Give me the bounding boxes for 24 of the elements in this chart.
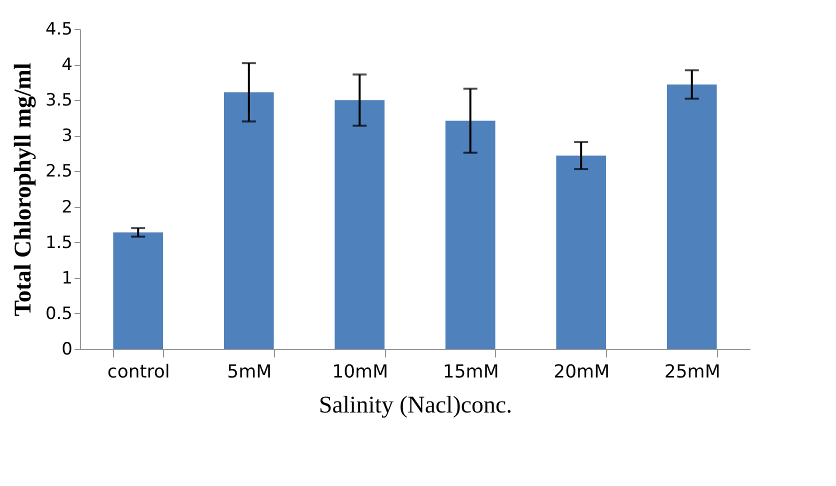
y-tick-label: 2.5 (45, 162, 72, 182)
y-tick-label: 3 (62, 126, 72, 146)
bar (113, 232, 164, 349)
y-tick-label: 1 (62, 268, 72, 288)
bar (445, 120, 496, 349)
bar (224, 92, 274, 349)
x-axis-title: Salinity (Nacl)conc. (318, 392, 512, 418)
bar (556, 156, 606, 349)
y-tick-label: 0 (62, 340, 72, 360)
y-tick-label: 4.5 (45, 20, 72, 40)
x-tick-label: 20mM (554, 362, 610, 382)
x-tick-label: 15mM (442, 362, 499, 382)
y-tick-label: 3.5 (45, 90, 72, 111)
x-tick-label: 25mM (664, 362, 720, 382)
bar (334, 100, 385, 349)
x-tick-label: control (107, 362, 170, 382)
y-tick-label: 4 (62, 55, 72, 76)
y-tick-label: 1.5 (45, 232, 72, 253)
y-tick-label: 0.5 (45, 304, 72, 324)
y-tick-label: 2 (62, 197, 72, 218)
x-tick-label: 5mM (227, 362, 272, 382)
y-axis-title: Total Chlorophyll mg/ml (10, 62, 36, 316)
bar (666, 84, 717, 349)
x-tick-label: 10mM (332, 362, 388, 382)
